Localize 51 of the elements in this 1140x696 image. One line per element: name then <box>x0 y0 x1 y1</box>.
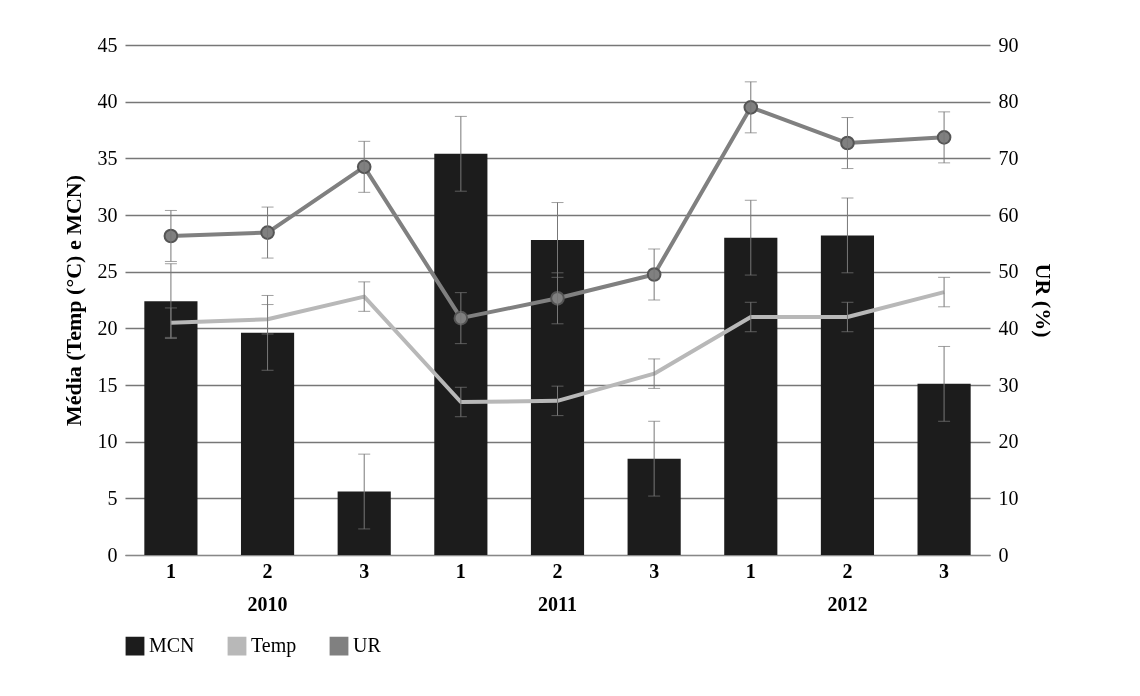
x-tick-label: 1 <box>455 559 466 582</box>
y-tick-label: 25 <box>97 260 118 283</box>
y2-tick-label: 80 <box>998 90 1019 113</box>
bar <box>627 458 681 555</box>
bar <box>434 153 488 555</box>
point <box>356 159 372 175</box>
bar <box>240 332 295 555</box>
y2-tick-label: 40 <box>998 316 1019 339</box>
y-tick-label: 45 <box>97 33 118 56</box>
point <box>840 135 855 151</box>
y-tick-label: 10 <box>97 430 118 453</box>
x-tick-label: 2 <box>552 559 563 582</box>
bar <box>724 237 778 555</box>
x-tick-label: 3 <box>649 559 660 582</box>
y2-tick-label: 10 <box>998 486 1019 509</box>
y2-tick-label: 90 <box>998 33 1019 56</box>
legend-label: UR <box>353 634 382 657</box>
x-tick-label: 1 <box>745 559 756 582</box>
text: 2010 <box>247 593 288 615</box>
y2-tick-label: 60 <box>998 203 1019 226</box>
bar <box>820 235 875 555</box>
y-tick-label: 15 <box>97 373 118 396</box>
bar <box>917 383 971 555</box>
x-tick-label: 3 <box>939 559 950 582</box>
y-tick-label: 0 <box>107 543 118 566</box>
y2-tick-label: 30 <box>998 373 1019 396</box>
y-axis-title: Média (Temp (°C) e MCN) <box>60 174 86 427</box>
point <box>260 225 275 240</box>
y-tick-label: 35 <box>97 146 118 169</box>
legend-label: Temp <box>251 634 297 658</box>
x-tick-label: 2 <box>262 559 273 582</box>
bar <box>530 239 585 555</box>
x-tick-label: 3 <box>359 559 370 582</box>
bar <box>337 491 391 555</box>
text: 2011 <box>538 593 577 615</box>
legend-label: MCN <box>149 634 195 657</box>
y2-tick-label: 0 <box>998 543 1009 566</box>
y-tick-label: 30 <box>97 203 118 226</box>
x-tick-label: 2 <box>842 559 853 582</box>
bar <box>144 301 198 555</box>
text: 2012 <box>827 593 868 615</box>
y2-tick-label: 20 <box>998 430 1019 453</box>
point <box>550 290 565 306</box>
y-tick-label: 40 <box>97 90 118 113</box>
x-tick-label: 1 <box>165 559 176 582</box>
y-tick-label: 20 <box>97 316 118 339</box>
y-tick-label: 5 <box>107 486 118 509</box>
point <box>743 100 759 115</box>
y2-axis-title: UR (%) <box>1030 263 1056 338</box>
y2-tick-label: 50 <box>998 260 1019 283</box>
y2-tick-label: 70 <box>998 146 1019 169</box>
